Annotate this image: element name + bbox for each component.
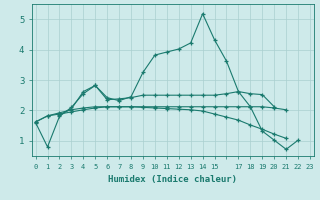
X-axis label: Humidex (Indice chaleur): Humidex (Indice chaleur) [108, 175, 237, 184]
